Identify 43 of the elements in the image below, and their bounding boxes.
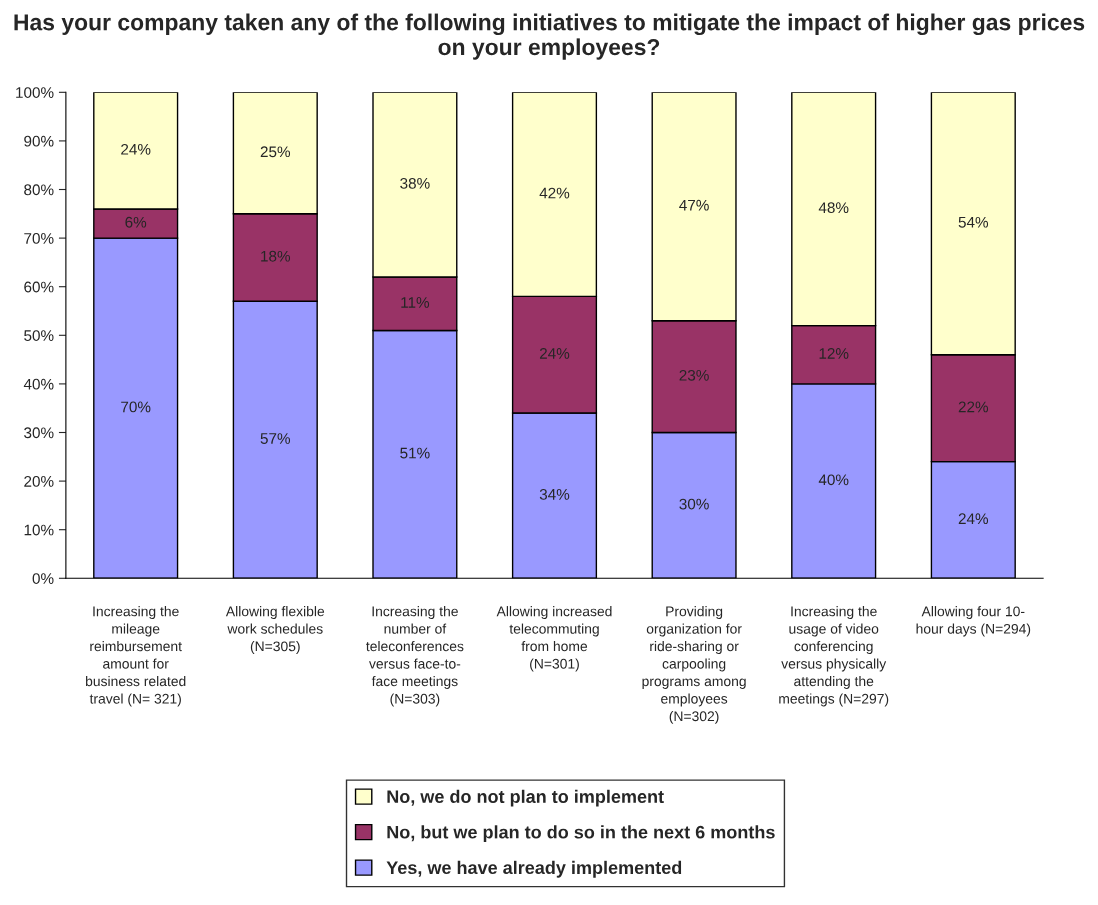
x-tick-label: Allowing flexible work schedules (N=305) (225, 606, 325, 654)
data-label: 70% (121, 401, 151, 413)
data-label: 6% (125, 216, 147, 228)
data-label: 51% (400, 447, 430, 459)
y-tick-label: 50% (24, 330, 54, 341)
data-label: 23% (679, 369, 709, 381)
y-tick-label: 20% (24, 475, 54, 487)
y-tick-label: 80% (24, 184, 54, 196)
data-label: 22% (958, 401, 989, 413)
y-tick-label: 100% (16, 87, 54, 98)
y-tick-label: 0% (32, 573, 54, 584)
data-label: 30% (679, 498, 709, 510)
data-label: 18% (261, 250, 291, 262)
y-tick-label: 60% (24, 281, 54, 293)
data-label: 11% (401, 297, 430, 308)
y-tick-label: 40% (23, 378, 54, 390)
x-tick-label: Increasing the number of teleconferences versus face-to- face meetings (N=303) (366, 606, 464, 707)
data-label: 38% (400, 177, 430, 189)
data-label: 40% (818, 474, 849, 486)
data-label: 24% (958, 513, 989, 525)
data-label: 24% (121, 143, 151, 155)
data-label: 42% (539, 187, 570, 199)
y-tick-label: 70% (24, 232, 54, 244)
y-tick-label: 10% (24, 524, 54, 536)
data-label: 48% (818, 202, 849, 214)
x-tick-label: Providing organization for ride-sharing or carpooling programs among employees (N=302) (642, 606, 746, 724)
legend-label: No, but we plan to do so in the next 6 months (387, 825, 775, 843)
legend-label: Yes, we have already implemented (386, 860, 682, 878)
y-tick-label: 30% (24, 427, 54, 439)
legend-label: No, we do not plan to implement (387, 789, 664, 807)
x-tick-label: Allowing four 10- hour days (N=294) (916, 606, 1031, 637)
data-label: 54% (958, 216, 989, 228)
chart-title: Has your company taken any of the following initiatives to mitigate the impact of higher gas prices on your employees? (14, 13, 1085, 60)
data-label: 12% (819, 348, 849, 359)
y-tick-label: 90% (24, 135, 54, 147)
x-tick-label: Increasing the mileage reimbursement amount for business related travel (N= 321) (86, 606, 186, 707)
x-tick-label: Increasing the usage of video conferencing versus physically attending the meetings (N=297) (779, 606, 889, 707)
data-label: 47% (679, 199, 709, 211)
data-label: 57% (260, 433, 291, 444)
x-tick-label: Allowing increased telecommuting from home (N=301) (496, 606, 612, 672)
data-label: 25% (260, 146, 291, 158)
data-label: 24% (539, 348, 570, 359)
data-label: 34% (539, 488, 570, 500)
